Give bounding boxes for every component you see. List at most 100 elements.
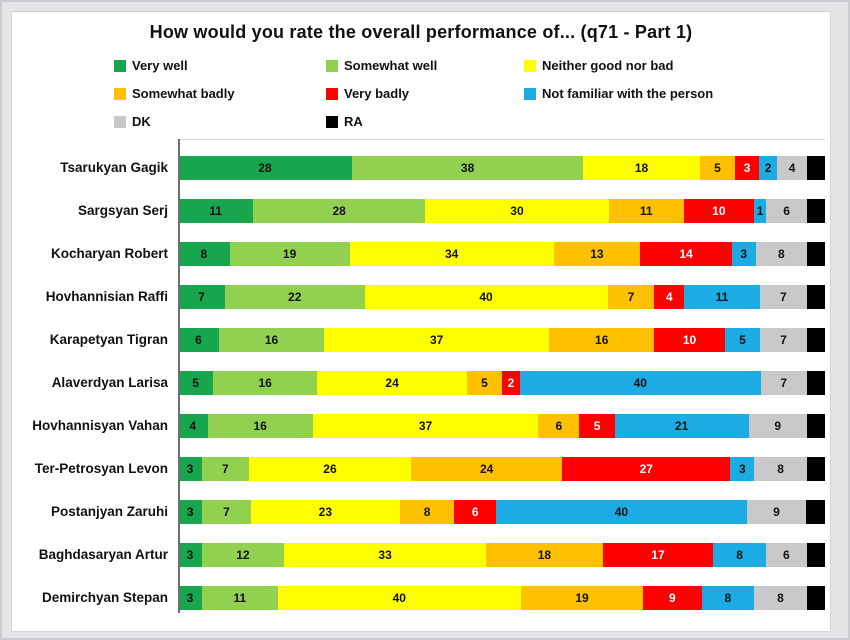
- segment-value-label: 9: [774, 418, 782, 433]
- segment-value-label: 6: [782, 547, 790, 562]
- bar-segment: 26: [248, 456, 412, 481]
- segment-value-label: 2: [812, 160, 820, 175]
- segment-value-label: 2: [764, 160, 772, 175]
- segment-value-label: 28: [258, 160, 272, 175]
- segment-value-label: 7: [198, 289, 205, 304]
- bar-segment: 7: [759, 284, 807, 309]
- bar-segment: 28: [253, 198, 426, 223]
- bar-segment: 6: [538, 413, 580, 438]
- bar-segment: 7: [178, 284, 225, 309]
- segment-value-label: 18: [634, 160, 649, 175]
- segment-value-label: 21: [674, 418, 689, 433]
- chart-row: Ter-Petrosyan Levon 3 7 26 24 27 3 8 2: [12, 447, 830, 490]
- bar-segment: 5: [178, 370, 214, 395]
- legend-label: Somewhat well: [344, 58, 438, 73]
- category-label: Alaverdyan Larisa: [51, 375, 168, 390]
- bar-segment: 21: [614, 413, 749, 438]
- segment-value-label: 8: [777, 461, 784, 476]
- bar-segment: 12: [201, 542, 284, 567]
- segment-value-label: 14: [679, 246, 693, 261]
- legend-item: Somewhat well: [326, 57, 524, 74]
- segment-value-label: 2: [812, 547, 820, 562]
- stacked-bar: 11 28 30 11 10 1 6 2: [178, 198, 825, 223]
- segment-value-label: 7: [223, 504, 230, 519]
- category-label: Sargsyan Serj: [77, 203, 168, 218]
- legend: Very well Somewhat well Neither good nor b…: [114, 57, 830, 130]
- legend-label: DK: [132, 114, 151, 129]
- bar-segment: 2: [806, 198, 825, 223]
- bar-segment: 11: [201, 585, 278, 610]
- segment-value-label: 26: [323, 461, 337, 476]
- bar-segment: 6: [766, 198, 807, 223]
- bar-segment: 7: [607, 284, 655, 309]
- segment-value-label: 3: [740, 246, 748, 261]
- legend-swatch: [326, 87, 338, 100]
- bar-segment: 3: [178, 585, 202, 610]
- segment-value-label: 3: [743, 160, 751, 175]
- segment-value-label: 7: [780, 375, 788, 390]
- legend-item: DK: [114, 113, 326, 130]
- chart-row: Sargsyan Serj 11 28 30 11 10 1 6 2: [12, 189, 830, 232]
- segment-value-label: 8: [200, 246, 208, 261]
- bar-segment: 2: [806, 370, 826, 395]
- segment-value-label: 6: [471, 504, 479, 519]
- bar-segment: 3: [178, 456, 202, 481]
- bar-segment: 5: [466, 370, 502, 395]
- bar-segment: 8: [400, 499, 455, 524]
- category-label: Demirchyan Stepan: [41, 590, 168, 605]
- segment-value-label: 30: [510, 203, 524, 218]
- bar-segment: 40: [364, 284, 608, 309]
- bar-segment: 2: [807, 241, 825, 266]
- segment-value-label: 5: [714, 160, 721, 175]
- segment-value-label: 3: [186, 547, 194, 562]
- segment-value-label: 11: [233, 590, 247, 605]
- segment-value-label: 40: [392, 590, 406, 605]
- segment-value-label: 8: [423, 504, 431, 519]
- segment-value-label: 3: [738, 461, 746, 476]
- chart-title: How would you rate the overall performan…: [149, 22, 693, 42]
- bar-segment: 22: [224, 284, 365, 309]
- stacked-bar: 3 11 40 19 9 8 8 2: [178, 585, 825, 610]
- stacked-bar: 6 16 37 16 10 5 7 2: [178, 327, 826, 352]
- plot-top-border: [178, 139, 825, 140]
- stacked-bar: 8 19 34 13 14 3 8 2: [178, 241, 825, 266]
- segment-value-label: 4: [665, 289, 673, 304]
- bar-segment: 11: [684, 284, 760, 309]
- segment-value-label: 3: [186, 590, 194, 605]
- bar-segment: 7: [760, 370, 807, 395]
- segment-value-label: 13: [590, 246, 604, 261]
- segment-value-label: 28: [332, 203, 346, 218]
- bar-segment: 3: [731, 241, 756, 266]
- segment-value-label: 1: [756, 203, 764, 218]
- segment-value-label: 2: [507, 375, 515, 390]
- bar-segment: 18: [486, 542, 603, 567]
- bar-segment: 38: [351, 155, 584, 180]
- y-axis-line: [178, 139, 180, 613]
- bar-segment: 11: [178, 198, 254, 223]
- bar-segment: 19: [229, 241, 350, 266]
- segment-value-label: 24: [480, 461, 494, 476]
- segment-value-label: 38: [460, 160, 475, 175]
- bar-segment: 2: [806, 499, 825, 524]
- bar-segment: 16: [207, 413, 313, 438]
- bar-segment: 7: [202, 499, 251, 524]
- chart-row: Hovhannisyan Vahan 4 16 37 6 5 21 9 2: [12, 404, 830, 447]
- segment-value-label: 7: [780, 289, 787, 304]
- bar-segment: 16: [549, 327, 655, 352]
- segment-value-label: 37: [418, 418, 433, 433]
- segment-value-label: 7: [627, 289, 635, 304]
- segment-value-label: 11: [715, 289, 729, 304]
- segment-value-label: 9: [773, 504, 780, 519]
- segment-value-label: 23: [318, 504, 333, 519]
- bar-segment: 8: [754, 585, 807, 610]
- segment-value-label: 19: [575, 590, 589, 605]
- bar-segment: 3: [730, 456, 755, 481]
- bar-segment: 40: [496, 499, 747, 524]
- stacked-bar: 3 12 33 18 17 8 6 2: [178, 542, 825, 567]
- legend-swatch: [524, 87, 536, 100]
- bar-segment: 9: [643, 585, 702, 610]
- bar-segment: 7: [760, 327, 807, 352]
- legend-item: Very well: [114, 57, 326, 74]
- segment-value-label: 19: [282, 246, 297, 261]
- bar-segment: 2: [759, 155, 778, 180]
